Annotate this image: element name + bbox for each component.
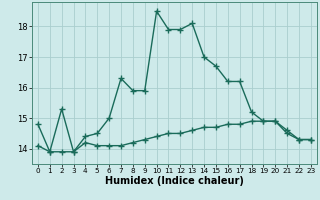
- X-axis label: Humidex (Indice chaleur): Humidex (Indice chaleur): [105, 176, 244, 186]
